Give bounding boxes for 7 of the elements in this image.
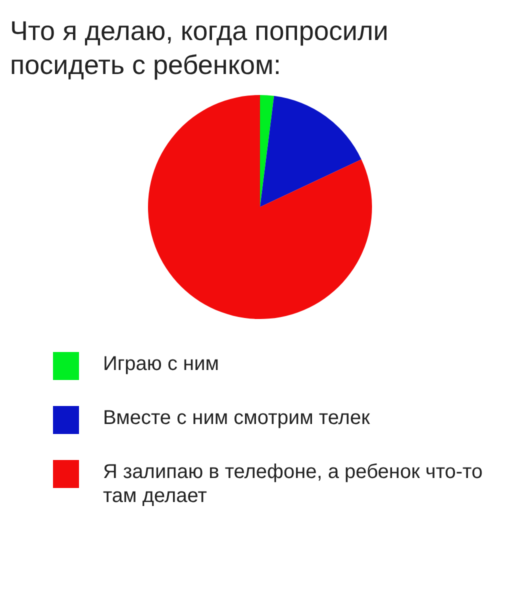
pie-slice <box>260 96 362 207</box>
pie-slice <box>148 95 372 319</box>
chart-title: Что я делаю, когда попросили посидеть с ребенком: <box>9 15 390 82</box>
legend-label: Вместе с ним смотрим телек <box>103 406 370 430</box>
pie-slice <box>260 95 274 207</box>
legend-label: Я залипаю в телефоне, а ребенок что-то там делает <box>103 460 483 508</box>
legend-label: Играю с ним <box>103 352 219 376</box>
